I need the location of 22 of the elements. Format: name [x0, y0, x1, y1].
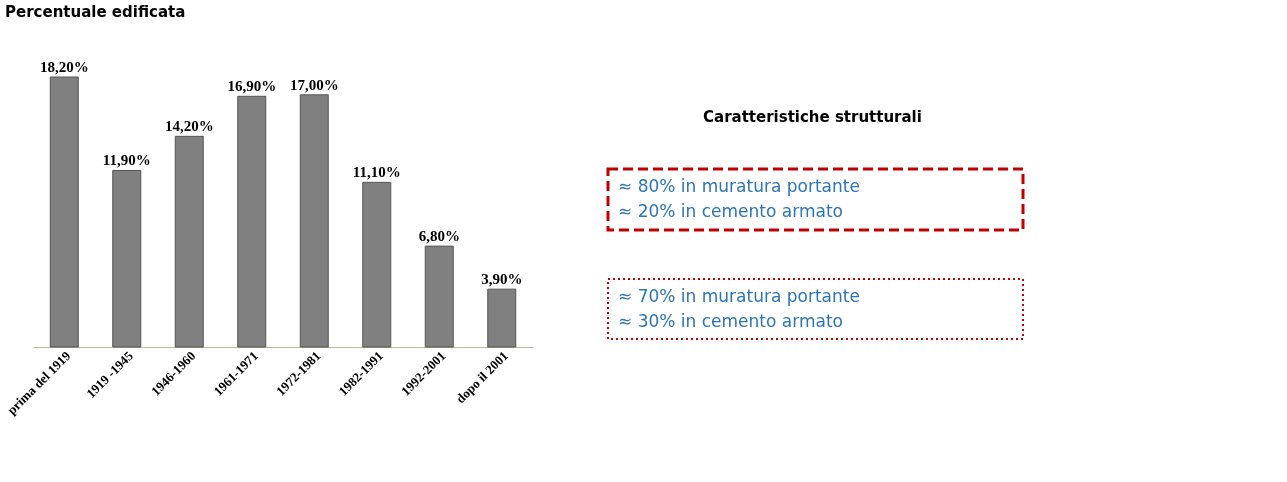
bar	[362, 181, 392, 348]
data-label: 3,90%	[481, 271, 523, 288]
bar	[49, 76, 79, 348]
data-label: 11,90%	[102, 152, 151, 169]
text: ≈ 70% in muratura portante	[618, 286, 860, 306]
data-label: 16,90%	[227, 78, 277, 95]
text: Caratteristiche strutturali	[703, 108, 922, 126]
bar	[299, 94, 329, 348]
data-label: 14,20%	[164, 118, 214, 135]
bar	[424, 245, 454, 348]
text: ≈ 20% in cemento armato	[618, 201, 843, 221]
chart-title: Percentuale edificata	[5, 3, 186, 21]
data-label: 18,20%	[39, 59, 89, 75]
bar	[237, 95, 267, 348]
text: ≈ 30% in cemento armato	[618, 311, 843, 331]
text: ≈ 80% in muratura portante	[618, 176, 860, 196]
bar	[487, 288, 517, 348]
bar	[174, 135, 204, 348]
bar	[112, 169, 142, 348]
data-label: 17,00%	[289, 76, 339, 93]
data-label: 6,80%	[418, 228, 460, 245]
data-label: 11,10%	[352, 164, 401, 181]
